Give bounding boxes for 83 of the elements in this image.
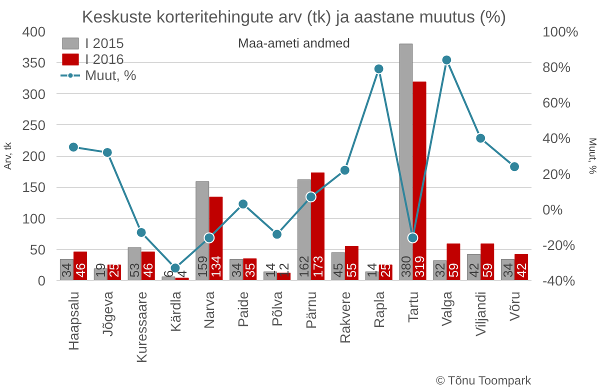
point: [136, 226, 147, 238]
data-label: 25: [106, 263, 122, 278]
data-label: 19: [93, 263, 108, 278]
point: [509, 161, 520, 172]
data-label: 12: [276, 263, 292, 278]
y-tick-label: 250: [22, 116, 46, 133]
y-tick-label: 400: [22, 24, 46, 40]
point: [407, 232, 418, 244]
y2-tick-label: 100%: [542, 24, 578, 40]
point: [475, 132, 486, 144]
data-label: 173: [310, 256, 326, 278]
bar: [399, 44, 413, 280]
y-axis-title: Arv, tk: [3, 141, 14, 170]
data-label: 55: [344, 263, 360, 278]
y2-tick-label: 60%: [542, 94, 571, 111]
data-label: 42: [466, 263, 482, 278]
x-tick-label: Rapla: [370, 291, 387, 328]
chart-subtitle: Maa-ameti andmed: [238, 36, 350, 50]
x-tick-label: Haapsalu: [65, 291, 82, 351]
data-label: 14: [262, 263, 278, 278]
point: [102, 146, 113, 158]
point: [305, 191, 316, 202]
y2-tick-label: -20%: [542, 236, 576, 253]
y-tick-label: 50: [30, 241, 46, 258]
x-tick-label: Paide: [235, 291, 252, 328]
x-tick-label: Kuressaare: [133, 291, 150, 364]
x-tick-label: Tartu: [404, 292, 421, 323]
y2-tick-label: 40%: [542, 130, 571, 146]
data-label: 159: [194, 256, 210, 278]
data-label: 14: [364, 263, 380, 278]
data-label: 162: [296, 256, 312, 278]
y2-tick-label: 0%: [542, 201, 563, 218]
bar: [175, 278, 189, 280]
data-label: 25: [378, 263, 394, 278]
y-tick-label: 150: [22, 179, 46, 196]
data-label: 34: [59, 263, 74, 278]
chart-title: Keskuste korteritehingute arv (tk) ja aastane muutus (%): [82, 8, 506, 26]
data-label: 59: [446, 263, 461, 278]
x-tick-label: Viljandi: [472, 291, 489, 336]
legend-label: Muut, %: [85, 67, 136, 83]
point: [238, 198, 249, 210]
y-tick-label: 0: [38, 272, 46, 288]
y2-tick-label: 20%: [542, 166, 571, 182]
legend-label: I 2016: [85, 51, 124, 67]
y-tick-label: 350: [22, 54, 46, 71]
x-tick-label: Rakvere: [336, 291, 353, 344]
y-tick-label: 100: [22, 210, 46, 226]
text: © Tõnu Toompark: [436, 374, 532, 388]
y-tick-label: 200: [22, 148, 46, 164]
data-label: 134: [208, 256, 224, 278]
x-tick-label: Narva: [201, 291, 218, 329]
y2-axis-title: Muut, %: [586, 138, 598, 174]
data-label: 59: [480, 263, 495, 278]
data-label: 380: [398, 256, 414, 278]
x-tick-label: Jõgeva: [99, 291, 116, 337]
point: [272, 228, 283, 240]
data-label: 319: [412, 256, 428, 278]
data-label: 34: [228, 263, 244, 278]
x-tick-label: Pärnu: [302, 292, 319, 329]
y2-tick-label: -40%: [542, 272, 576, 288]
point: [68, 142, 79, 153]
data-label: 46: [72, 263, 88, 278]
point: [339, 164, 350, 176]
point: [373, 63, 384, 74]
data-label: 35: [242, 263, 258, 278]
data-label: 34: [500, 263, 516, 278]
x-tick-label: Kärdla: [167, 291, 184, 332]
x-tick-label: Valga: [438, 291, 455, 326]
x-tick-label: Põlva: [269, 291, 286, 327]
data-label: 46: [140, 263, 156, 278]
y-tick-label: 300: [22, 86, 46, 102]
x-tick-label: Võru: [506, 291, 523, 322]
data-label: 42: [514, 263, 529, 278]
y2-tick-label: 80%: [542, 59, 571, 76]
point: [441, 54, 452, 66]
data-label: 6: [160, 270, 176, 278]
bar: [412, 82, 426, 280]
data-label: 32: [432, 263, 448, 278]
data-label: 4: [174, 270, 190, 278]
data-label: 53: [127, 263, 142, 278]
data-label: 45: [330, 263, 346, 278]
legend-label: I 2015: [85, 35, 124, 51]
point: [204, 232, 215, 244]
